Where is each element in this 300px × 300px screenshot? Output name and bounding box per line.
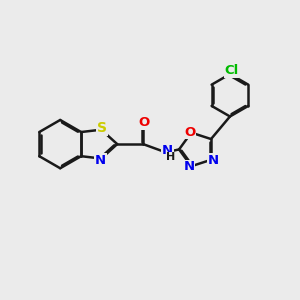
Text: N: N: [183, 160, 194, 173]
Text: O: O: [184, 125, 195, 139]
Text: O: O: [138, 116, 149, 129]
Text: Cl: Cl: [224, 64, 239, 77]
Text: N: N: [162, 143, 173, 157]
Text: H: H: [167, 152, 176, 162]
Text: N: N: [95, 154, 106, 166]
Text: S: S: [97, 121, 107, 135]
Text: N: N: [208, 154, 219, 167]
